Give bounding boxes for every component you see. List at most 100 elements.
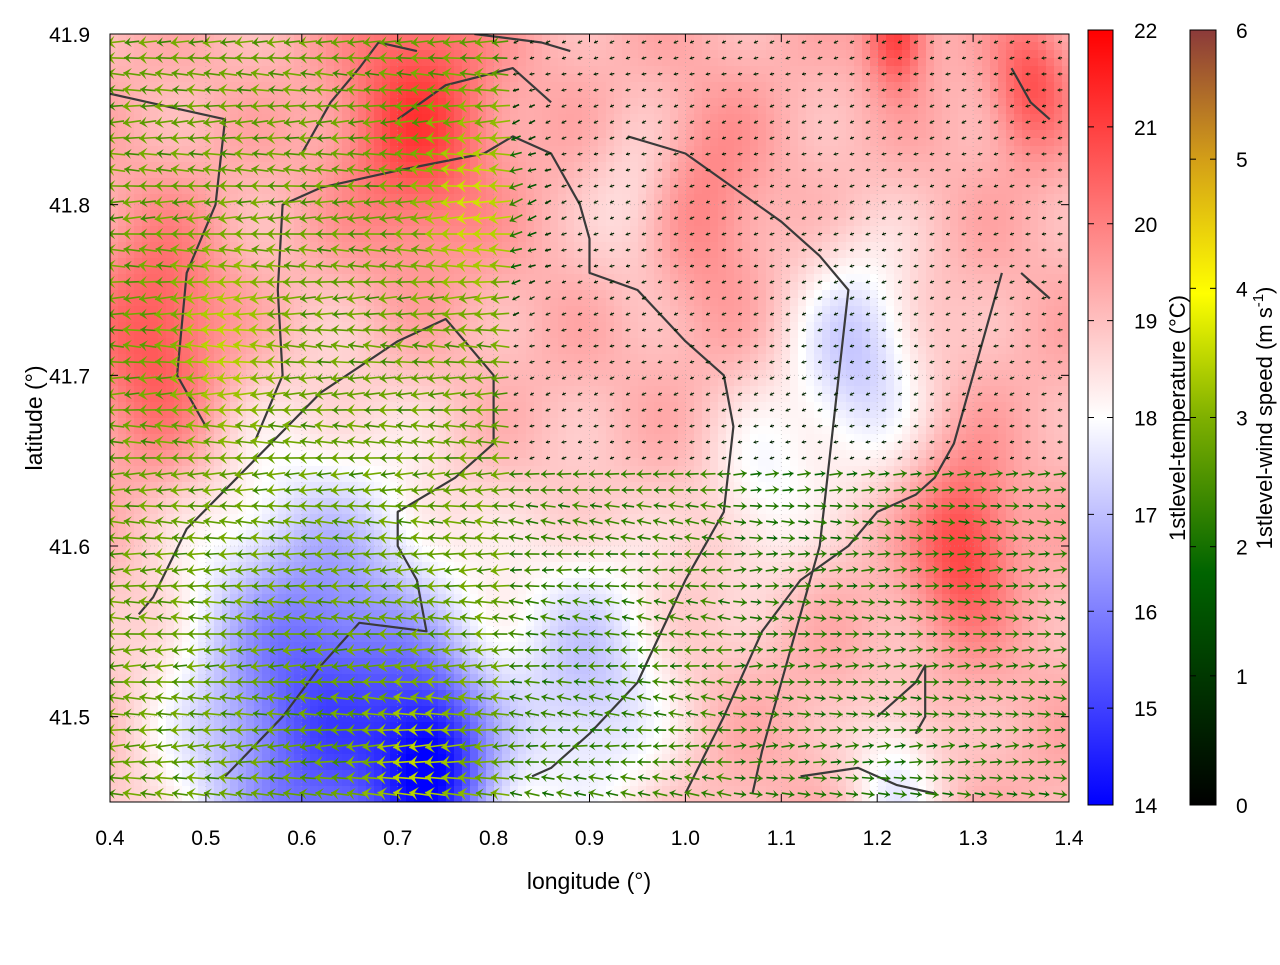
temperature-cell (446, 306, 455, 315)
temperature-cell (230, 82, 239, 91)
temperature-cell (846, 282, 855, 291)
temperature-cell (422, 346, 431, 355)
temperature-cell (638, 306, 647, 315)
temperature-cell (198, 210, 207, 219)
temperature-cell (622, 170, 631, 179)
temperature-cell (998, 138, 1007, 147)
temperature-cell (614, 330, 623, 339)
temperature-cell (422, 290, 431, 299)
temperature-cell (462, 266, 471, 275)
temperature-cell (630, 322, 639, 331)
temperature-cell (694, 186, 703, 195)
temperature-cell (222, 290, 231, 299)
temperature-cell (798, 354, 807, 363)
temperature-cell (566, 138, 575, 147)
temperature-cell (710, 314, 719, 323)
temperature-cell (390, 306, 399, 315)
temperature-cell (110, 194, 119, 203)
temperature-cell (206, 154, 215, 163)
temperature-cell (470, 234, 479, 243)
temperature-cell (1062, 90, 1069, 99)
temperature-cell (190, 42, 199, 51)
temperature-cell (174, 234, 183, 243)
temperature-cell (878, 210, 887, 219)
temperature-cell (454, 194, 463, 203)
temperature-cell (438, 298, 447, 307)
temperature-cell (342, 274, 351, 283)
temperature-cell (142, 114, 151, 123)
temperature-cell (678, 170, 687, 179)
temperature-cell (462, 226, 471, 235)
temperature-cell (1022, 234, 1031, 243)
temperature-cell (398, 226, 407, 235)
temperature-cell (902, 42, 911, 51)
temperature-cell (198, 162, 207, 171)
temperature-cell (654, 138, 663, 147)
temperature-cell (1014, 170, 1023, 179)
temperature-cell (638, 250, 647, 259)
temperature-cell (518, 306, 527, 315)
temperature-cell (910, 98, 919, 107)
temperature-cell (1038, 338, 1047, 347)
temperature-cell (910, 90, 919, 99)
temperature-cell (582, 194, 591, 203)
temperature-cell (590, 226, 599, 235)
temperature-cell (470, 298, 479, 307)
temperature-cell (1062, 122, 1069, 131)
temperature-cell (1038, 322, 1047, 331)
temperature-cell (1062, 322, 1069, 331)
temperature-cell (326, 338, 335, 347)
temperature-cell (494, 82, 503, 91)
temperature-cell (166, 210, 175, 219)
temperature-cell (758, 98, 767, 107)
temperature-cell (894, 234, 903, 243)
temperature-cell (478, 170, 487, 179)
temperature-cell (654, 306, 663, 315)
temperature-cell (750, 138, 759, 147)
temperature-cell (550, 178, 559, 187)
temperature-cell (726, 66, 735, 75)
temperature-cell (254, 50, 263, 59)
temperature-cell (838, 250, 847, 259)
temperature-cell (670, 90, 679, 99)
temperature-cell (398, 90, 407, 99)
temperature-cell (766, 138, 775, 147)
temperature-cell (1038, 34, 1047, 43)
temperature-cell (350, 314, 359, 323)
temperature-cell (998, 282, 1007, 291)
temperature-cell (910, 218, 919, 227)
temperature-cell (542, 346, 551, 355)
temperature-cell (734, 74, 743, 83)
temperature-cell (502, 234, 511, 243)
temperature-cell (902, 354, 911, 363)
temperature-cell (654, 242, 663, 251)
temperature-cell (926, 218, 935, 227)
temperature-cell (470, 282, 479, 291)
temperature-cell (774, 258, 783, 267)
temperature-cell (374, 58, 383, 67)
temperature-cell (190, 210, 199, 219)
temperature-cell (822, 282, 831, 291)
temperature-cell (606, 234, 615, 243)
temperature-cell (806, 314, 815, 323)
temperature-cell (406, 138, 415, 147)
temperature-cell (454, 346, 463, 355)
temperature-cell (350, 266, 359, 275)
temperature-cell (166, 114, 175, 123)
temperature-cell (982, 106, 991, 115)
temperature-cell (246, 162, 255, 171)
temperature-cell (974, 114, 983, 123)
temperature-cell (830, 66, 839, 75)
temperature-cell (838, 242, 847, 251)
temperature-cell (574, 202, 583, 211)
temperature-cell (382, 226, 391, 235)
temperature-cell (766, 50, 775, 59)
temperature-cell (454, 34, 463, 43)
temperature-cell (862, 322, 871, 331)
temperature-cell (1006, 106, 1015, 115)
temperature-cell (998, 226, 1007, 235)
temperature-cell (934, 98, 943, 107)
temperature-cell (526, 162, 535, 171)
temperature-cell (902, 346, 911, 355)
temperature-cell (990, 306, 999, 315)
